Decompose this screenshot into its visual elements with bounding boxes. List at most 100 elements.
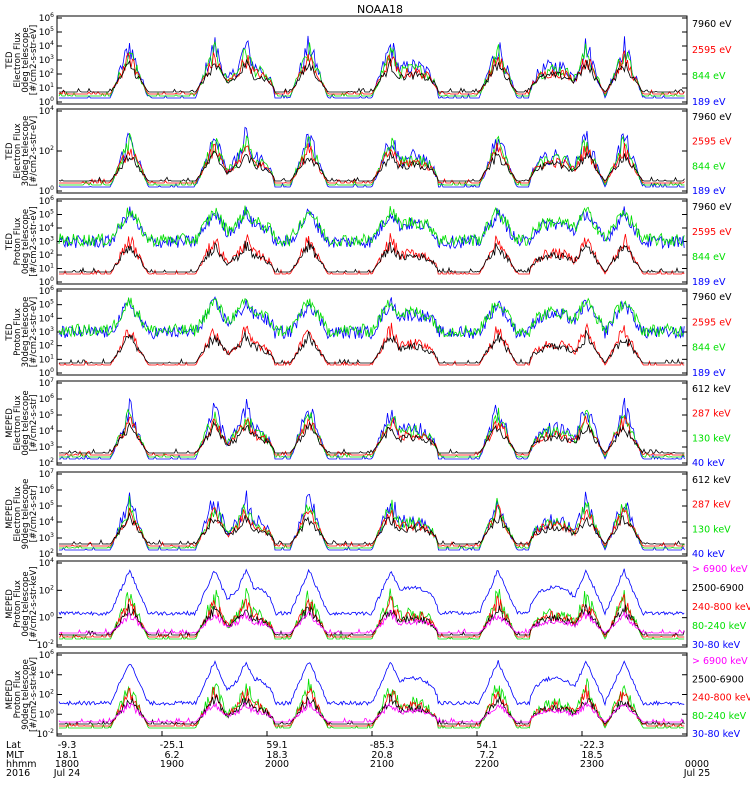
y-axis-label: 30deg telescope: [21, 297, 31, 368]
series-green: [58, 40, 685, 97]
y-tick-label: 100: [39, 96, 54, 108]
legend-entry: 7960 eV: [692, 292, 732, 303]
legend-entry: 30-80 keV: [692, 729, 741, 740]
y-tick-label: 101: [39, 353, 54, 365]
y-axis-label: Electron Flux: [13, 123, 23, 178]
legend-entry: 2595 eV: [692, 227, 732, 238]
panel-frame: [56, 380, 688, 466]
series-blue: [58, 296, 685, 340]
y-tick-label: 102: [39, 68, 54, 80]
legend-entry: > 6900 keV: [692, 656, 748, 667]
legend-entry: 40 keV: [692, 549, 725, 560]
panel-frame: [56, 471, 688, 557]
y-tick-label: 100: [39, 185, 54, 197]
y-tick-label: 102: [39, 340, 54, 352]
series-red: [59, 594, 685, 638]
y-axis-label: Electron Flux: [13, 395, 23, 450]
legend-entry: 130 keV: [692, 524, 731, 535]
x-tick-label: 18.5: [581, 750, 602, 761]
y-tick-label: 103: [39, 441, 54, 453]
legend-entry: 7960 eV: [692, 202, 732, 213]
x-tick-label: 18.1: [56, 750, 77, 761]
legend-entry: 612 keV: [692, 384, 731, 395]
series-green: [58, 297, 685, 338]
y-tick-label: 101: [39, 263, 54, 275]
legend-entry: 130 keV: [692, 433, 731, 444]
legend-entry: 40 keV: [692, 458, 725, 469]
y-tick-label: 103: [39, 326, 54, 338]
x-tick-label: Jul 25: [683, 768, 711, 779]
series-black: [58, 603, 685, 637]
y-tick-label: 106: [39, 12, 54, 24]
legend-entry: 2595 eV: [692, 137, 732, 148]
x-tick-label: 2300: [580, 759, 604, 770]
y-tick-label: 106: [39, 195, 54, 207]
legend-entry: 189 eV: [692, 277, 726, 288]
x-row-label: hhmm: [6, 759, 37, 770]
series-red: [59, 415, 685, 456]
y-axis-label: MEPED: [5, 408, 15, 438]
y-tick-label: 104: [39, 105, 54, 117]
y-axis-label: [#/cm2-s-str-keV]: [29, 657, 39, 732]
legend-entry: 30-80 keV: [692, 640, 741, 651]
series-green: [59, 407, 685, 458]
x-row-label: 2016: [6, 768, 30, 779]
y-axis-label: TED: [5, 232, 15, 251]
legend-entry: 240-800 keV: [692, 602, 750, 613]
x-tick-label: 1800: [55, 759, 79, 770]
y-axis-label: [#/cm2-s-str-eV]: [29, 297, 39, 367]
legend-entry: 7960 eV: [692, 112, 732, 123]
y-axis-label: 30deg telescope: [21, 116, 31, 187]
y-axis-label: 0deg telescope: [21, 209, 31, 274]
legend-entry: > 6900 keV: [692, 564, 748, 575]
y-axis-label: Proton Flux: [13, 671, 23, 719]
x-tick-label: 7.2: [479, 750, 494, 761]
y-tick-label: 102: [39, 249, 54, 261]
series-black: [59, 57, 685, 93]
legend-entry: 287 keV: [692, 500, 731, 511]
series-blue: [59, 397, 685, 460]
y-axis-label: TED: [5, 51, 15, 70]
series-red: [58, 322, 685, 367]
legend-entry: 2595 eV: [692, 317, 732, 328]
series-red: [59, 684, 685, 727]
y-tick-label: 104: [39, 222, 54, 234]
series-red: [59, 142, 685, 184]
y-tick-label: 102: [39, 584, 54, 596]
series-blue: [59, 35, 685, 99]
y-tick-label: 105: [39, 209, 54, 221]
x-tick-label: 54.1: [476, 740, 497, 751]
y-tick-label: 10-2: [37, 728, 55, 740]
y-tick-label: 105: [39, 299, 54, 311]
y-axis-label: Electron Flux: [13, 486, 23, 541]
y-tick-label: 105: [39, 409, 54, 421]
series-blue: [58, 568, 685, 617]
series-blue: [59, 490, 685, 551]
legend-entry: 80-240 keV: [692, 621, 747, 632]
legend-entry: 240-800 keV: [692, 693, 750, 704]
series-black: [59, 421, 685, 454]
series-magenta: [59, 609, 685, 634]
legend-entry: 80-240 keV: [692, 711, 747, 722]
x-tick-label: 0000: [685, 759, 709, 770]
series-black: [59, 240, 685, 274]
y-tick-label: 100: [39, 276, 54, 288]
y-axis-label: Electron Flux: [13, 32, 23, 87]
y-tick-label: 104: [39, 669, 54, 681]
y-tick-label: 107: [39, 377, 54, 389]
x-row-label: Lat: [6, 740, 21, 751]
y-tick-label: 103: [39, 532, 54, 544]
series-green: [58, 205, 685, 248]
x-tick-label: -85.3: [370, 740, 395, 751]
legend-entry: 189 eV: [692, 97, 726, 108]
y-tick-label: 107: [39, 468, 54, 480]
